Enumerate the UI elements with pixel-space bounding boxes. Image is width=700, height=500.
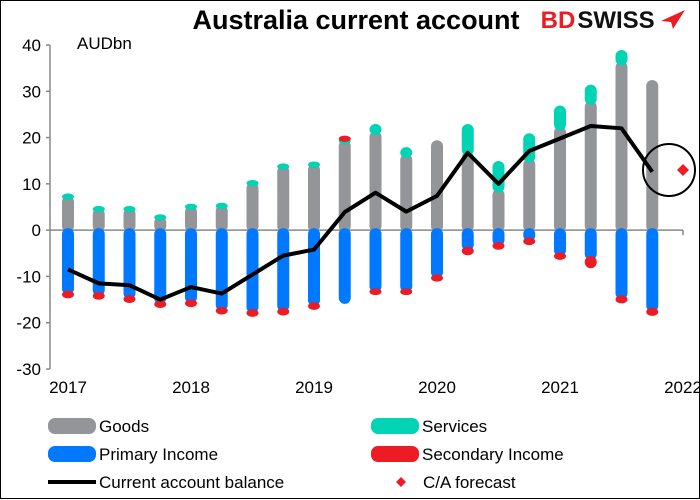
goods-bar <box>431 140 443 232</box>
legend-swatch-goods <box>48 418 96 434</box>
legend-label-goods: Goods <box>99 417 149 436</box>
services-bar <box>554 105 566 130</box>
legend-label-primary-income: Primary Income <box>99 445 218 464</box>
goods-bar <box>308 164 320 232</box>
goods-bar <box>216 205 228 232</box>
goods-bar <box>462 152 474 232</box>
secondary-income-bar <box>400 288 412 295</box>
secondary-income-bar <box>124 295 136 303</box>
services-bar <box>62 193 74 199</box>
services-bar <box>124 206 136 212</box>
y-tick-label: 20 <box>22 129 41 148</box>
y-tick-label: 0 <box>32 221 41 240</box>
y-tick-label: -10 <box>16 267 41 286</box>
services-bar <box>154 214 166 220</box>
goods-bar <box>62 196 74 232</box>
services-bar <box>585 85 597 105</box>
services-bar <box>400 147 412 158</box>
services-bar <box>247 180 259 186</box>
secondary-income-bar <box>339 136 351 142</box>
secondary-income-bar <box>646 308 658 316</box>
services-bar <box>216 203 228 209</box>
secondary-income-bar <box>93 292 105 300</box>
y-tick-label: -30 <box>16 360 41 379</box>
primary-income-bar <box>554 228 566 256</box>
goods-bar <box>400 154 412 232</box>
x-tick-label: 2021 <box>541 378 579 397</box>
secondary-income-bar <box>585 256 597 268</box>
services-bar <box>93 206 105 212</box>
chart-title: Australia current account <box>192 5 519 35</box>
goods-bar <box>523 159 535 232</box>
legend-swatch-c-a-forecast <box>396 477 406 487</box>
legend-label-secondary-income: Secondary Income <box>422 445 564 464</box>
secondary-income-bar <box>62 291 74 299</box>
goods-bar <box>616 62 628 233</box>
bdswiss-logo: BD SWISS <box>541 7 685 34</box>
secondary-income-bar <box>462 247 474 256</box>
services-bar <box>616 50 628 66</box>
primary-income-bar <box>154 228 166 304</box>
primary-income-bar <box>185 228 197 303</box>
x-tick-label: 2020 <box>418 378 456 397</box>
goods-bar <box>277 166 289 232</box>
logo-bd: BD <box>541 7 576 34</box>
secondary-income-bar <box>431 274 443 281</box>
forecast-marker <box>677 164 689 176</box>
legend-label-services: Services <box>422 417 487 436</box>
legend-label-current-account-balance: Current account balance <box>99 473 284 492</box>
secondary-income-bar <box>616 295 628 303</box>
logo-arrow-icon <box>661 10 685 29</box>
secondary-income-bar <box>370 288 382 295</box>
secondary-income-bar <box>185 299 197 307</box>
legend-swatch-primary-income <box>48 446 96 462</box>
legend-swatch-services <box>371 418 419 434</box>
primary-income-bar <box>62 228 74 294</box>
secondary-income-bar <box>216 307 228 315</box>
legend-swatch-secondary-income <box>371 446 419 462</box>
x-tick-label: 2022 <box>664 378 700 397</box>
logo-swiss: SWISS <box>577 7 654 34</box>
secondary-income-bar <box>308 302 320 310</box>
x-tick-label: 2017 <box>49 378 87 397</box>
secondary-income-bar <box>277 308 289 316</box>
primary-income-bar <box>431 228 443 278</box>
secondary-income-bar <box>247 309 259 317</box>
secondary-income-bar <box>554 252 566 260</box>
primary-income-bar <box>339 228 351 304</box>
x-tick-label: 2018 <box>172 378 210 397</box>
primary-income-bar <box>308 228 320 306</box>
primary-income-bar <box>616 228 628 299</box>
y-tick-label: 30 <box>22 82 41 101</box>
services-bar <box>370 124 382 135</box>
y-tick-label: 10 <box>22 175 41 194</box>
goods-bar <box>493 189 505 232</box>
primary-income-bar <box>370 228 382 292</box>
primary-income-bar <box>585 228 597 260</box>
primary-income-bar <box>277 228 289 312</box>
goods-bar <box>370 131 382 232</box>
y-axis-unit: AUDbn <box>77 34 132 53</box>
services-bar <box>308 161 320 167</box>
y-tick-label: 40 <box>22 36 41 55</box>
primary-income-bar <box>216 228 228 311</box>
secondary-income-bar <box>493 242 505 250</box>
y-tick-label: -20 <box>16 314 41 333</box>
primary-income-bar <box>93 228 105 296</box>
services-bar <box>185 204 197 210</box>
primary-income-bar <box>646 228 658 312</box>
services-bar <box>277 163 289 169</box>
primary-income-bar <box>400 228 412 292</box>
goods-bar <box>585 101 597 232</box>
x-tick-label: 2019 <box>295 378 333 397</box>
goods-bar <box>247 182 259 232</box>
legend-label-c-a-forecast: C/A forecast <box>423 473 516 492</box>
secondary-income-bar <box>523 237 535 245</box>
